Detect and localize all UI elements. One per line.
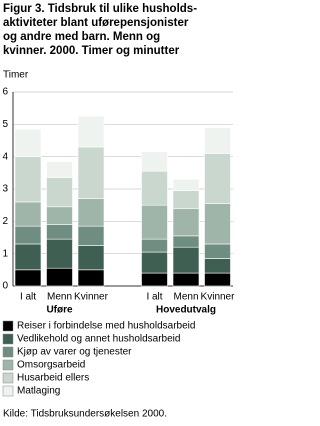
bar-segment (77, 146, 105, 199)
bar-segment (46, 267, 73, 287)
legend-swatch (2, 359, 14, 371)
legend-label: Reiser i forbindelse med husholdsarbeid (17, 321, 195, 332)
bar-segment (46, 238, 73, 269)
legend-label: Omsorgsarbeid (17, 360, 85, 371)
bar-segment (141, 170, 168, 206)
legend-swatch (2, 346, 14, 358)
bar-segment (204, 272, 231, 287)
bar-segment (46, 177, 73, 208)
x-tick-label: Menn (47, 292, 72, 303)
bar-segment (204, 153, 231, 204)
bar-segment (172, 235, 200, 248)
legend-label: Vedlikehold og annet husholdsarbeid (17, 334, 180, 345)
bar-segment (14, 225, 42, 245)
legend-swatch (2, 372, 14, 384)
y-tick-label: 6 (2, 87, 8, 98)
chart-title-line: kvinner. 2000. Timer og minutter (3, 45, 180, 57)
y-tick-label: 0 (2, 281, 8, 292)
bar-segment (141, 151, 168, 172)
bar-segment (77, 269, 105, 287)
chart-title-line: og andre med barn. Menn og (3, 31, 160, 43)
bar-segment (14, 243, 42, 271)
x-tick-label: I alt (146, 292, 162, 303)
y-tick-label: 1 (2, 248, 8, 259)
bar-segment (46, 206, 73, 225)
legend-swatch (2, 385, 14, 397)
bar-segment (77, 115, 105, 148)
y-axis-label: Timer (3, 70, 29, 81)
legend-label: Husarbeid ellers (17, 373, 89, 384)
bar-segment (141, 251, 168, 274)
bar-segment (204, 127, 231, 154)
y-tick-label: 3 (2, 184, 8, 195)
bar-segment (14, 269, 42, 287)
bar-segment (141, 272, 168, 287)
bar-segment (141, 204, 168, 240)
x-tick-label: Kvinner (201, 292, 236, 303)
bar-segment (14, 128, 42, 157)
bar-segment (14, 156, 42, 203)
x-tick-label: I alt (20, 292, 36, 303)
group-label: Uføre (46, 305, 73, 316)
y-tick-label: 2 (2, 216, 8, 227)
bar-segment (77, 225, 105, 246)
chart: Figur 3. Tidsbruk til ulike husholds- ak… (2, 3, 236, 420)
group-label: Hovedutvalg (156, 305, 216, 316)
bar-segment (141, 238, 168, 253)
bar-segment (172, 246, 200, 274)
y-tick-label: 4 (2, 151, 8, 162)
bar-segment (46, 161, 73, 178)
chart-title-line: Figur 3. Tidsbruk til ulike husholds- (3, 3, 197, 15)
bar-segment (77, 245, 105, 271)
bar-segment (172, 208, 200, 237)
bar-segment (172, 272, 200, 287)
bar-segment (204, 203, 231, 245)
legend-swatch (2, 320, 14, 332)
bar-segment (204, 243, 231, 259)
x-tick-label: Kvinner (74, 292, 109, 303)
bar-segment (77, 198, 105, 227)
bar-segment (14, 201, 42, 227)
x-tick-label: Menn (173, 292, 198, 303)
y-tick-label: 5 (2, 119, 8, 130)
legend-label: Kjøp av varer og tjenester (17, 347, 132, 358)
bar-segment (204, 258, 231, 274)
chart-title-line: aktiviteter blant uførepensjonister (3, 17, 189, 29)
bar-segment (172, 190, 200, 209)
bar-segment (46, 224, 73, 240)
legend-label: Matlaging (17, 386, 60, 397)
bar-segment (172, 179, 200, 191)
source: Kilde: Tidsbruksundersøkelsen 2000. (3, 409, 167, 420)
legend-swatch (2, 333, 14, 345)
